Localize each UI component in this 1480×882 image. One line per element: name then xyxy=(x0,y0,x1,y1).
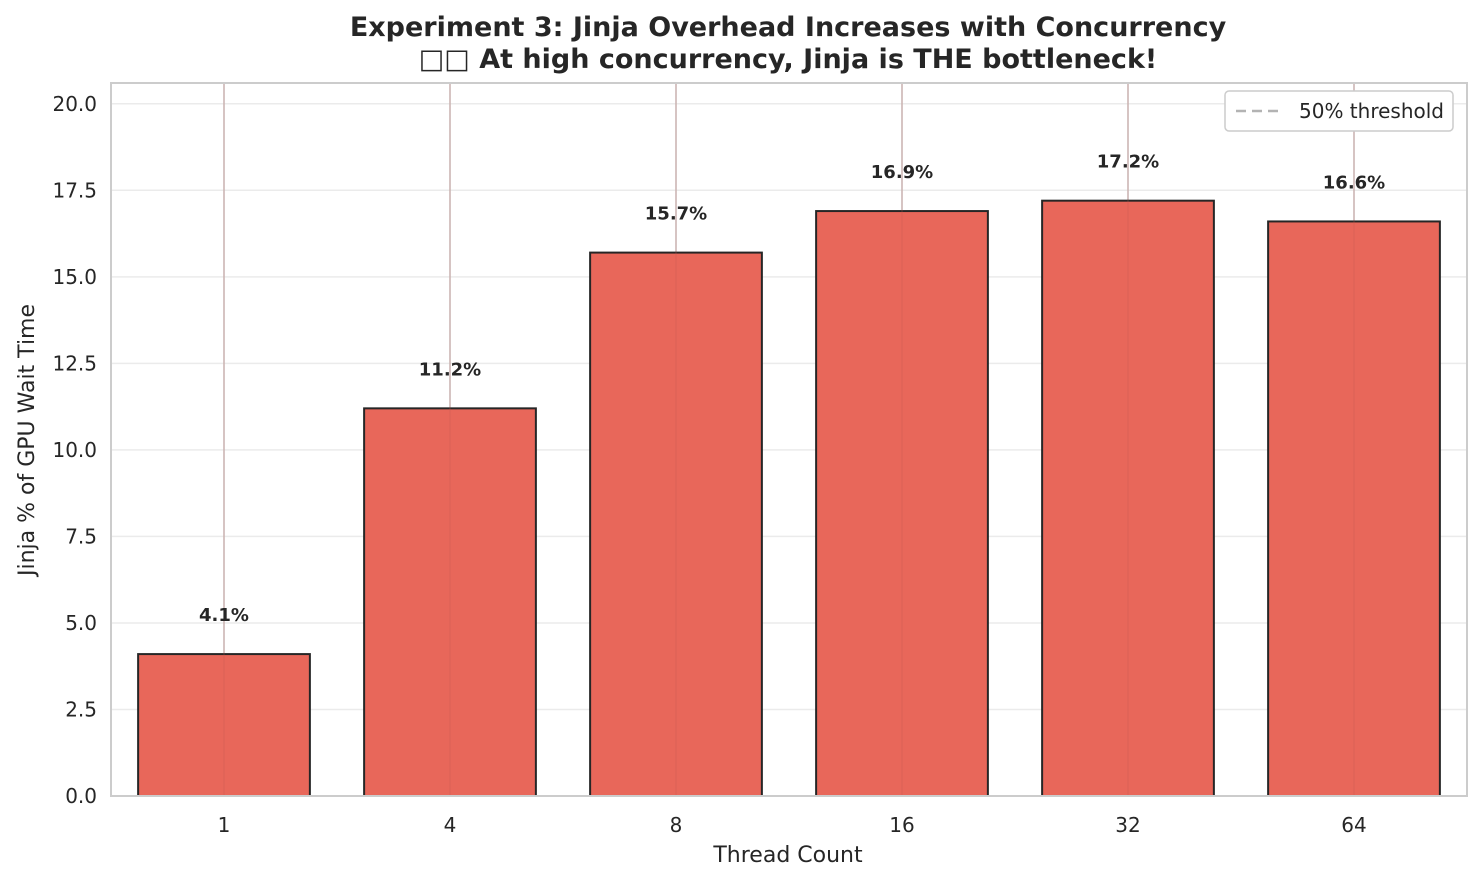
bar-value-label: 17.2% xyxy=(1097,152,1159,173)
bar-thread-32 xyxy=(1041,199,1215,797)
y-tick-label: 2.5 xyxy=(65,697,97,721)
y-tick-label: 7.5 xyxy=(65,524,97,548)
chart-title: Experiment 3: Jinja Overhead Increases w… xyxy=(350,12,1227,43)
y-tick-label: 5.0 xyxy=(65,611,97,635)
data-labels-group: 4.1% 11.2% 15.7% 16.9% 17.2% 16.6% xyxy=(199,152,1385,626)
bar-thread-64 xyxy=(1267,220,1441,798)
bar-value-label: 15.7% xyxy=(645,204,707,225)
bar-thread-8 xyxy=(589,251,763,797)
bar-value-label: 4.1% xyxy=(199,605,249,626)
chart-subtitle: □□ At high concurrency, Jinja is THE bot… xyxy=(419,44,1157,75)
y-tick-label: 10.0 xyxy=(52,438,97,462)
bar-thread-4 xyxy=(363,407,537,797)
y-axis-label: Jinja % of GPU Wait Time xyxy=(15,304,40,578)
x-tick-label: 8 xyxy=(670,813,683,837)
bar-value-label: 16.9% xyxy=(871,162,933,183)
x-tick-label: 16 xyxy=(889,813,914,837)
legend-label: 50% threshold xyxy=(1299,99,1444,123)
bar-thread-16 xyxy=(815,210,989,797)
plot-frame xyxy=(110,82,1468,797)
y-tick-label: 20.0 xyxy=(52,92,97,116)
x-tick-label: 32 xyxy=(1115,813,1140,837)
legend-box xyxy=(1224,90,1454,132)
legend: 50% threshold xyxy=(1224,90,1454,132)
bar-value-label: 11.2% xyxy=(419,359,481,380)
x-tick-labels: 1 4 8 16 32 64 xyxy=(218,813,1367,837)
y-tick-label: 15.0 xyxy=(52,265,97,289)
y-tick-label: 12.5 xyxy=(52,351,97,375)
y-tick-label: 17.5 xyxy=(52,178,97,202)
y-tick-label: 0.0 xyxy=(65,784,97,808)
bar-value-label: 16.6% xyxy=(1323,172,1385,193)
x-tick-label: 64 xyxy=(1341,813,1366,837)
x-tick-label: 1 xyxy=(218,813,231,837)
x-tick-label: 4 xyxy=(444,813,457,837)
x-axis-label: Thread Count xyxy=(712,843,863,868)
bar-thread-1 xyxy=(137,653,311,797)
y-tick-labels: 0.0 2.5 5.0 7.5 10.0 12.5 15.0 17.5 20.0 xyxy=(52,92,97,808)
bars-group xyxy=(137,83,1441,798)
